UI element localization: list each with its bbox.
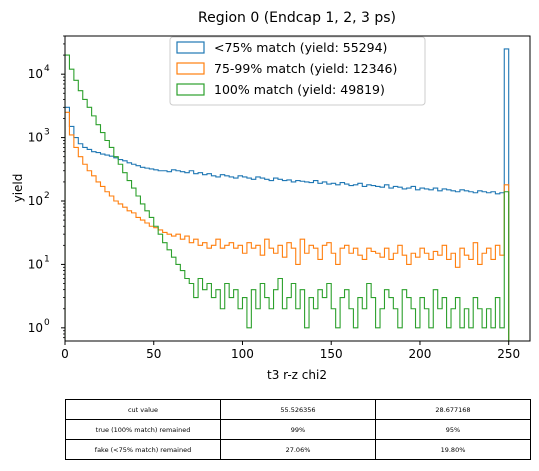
y-tick-label: 10 — [28, 257, 43, 271]
table-cell: 99% — [220, 419, 376, 440]
y-tick-label: 10 — [28, 194, 43, 208]
table-row: true (100% match) remained 99% 95% — [65, 419, 531, 440]
table-cell: 19.80% — [375, 439, 531, 460]
table-cell: fake (<75% match) remained — [65, 439, 221, 460]
table-cell: 95% — [375, 419, 531, 440]
table-cell: 28.677168 — [375, 399, 531, 420]
table-cell: true (100% match) remained — [65, 419, 221, 440]
legend-swatch — [176, 62, 205, 75]
y-tick-label: 10 — [28, 131, 43, 145]
legend-label: <75% match (yield: 55294) — [214, 40, 387, 55]
histogram-series-1 — [65, 48, 510, 341]
x-tick-label: 50 — [146, 347, 161, 361]
x-tick-label: 200 — [409, 347, 432, 361]
x-tick-label: 100 — [231, 347, 254, 361]
table-row: fake (<75% match) remained 27.06% 19.80% — [65, 439, 531, 460]
legend: <75% match (yield: 55294) 75-99% match (y… — [169, 36, 426, 106]
y-tick-exponent: 1 — [44, 254, 50, 264]
legend-swatch — [176, 83, 205, 96]
table-row: cut value 55.526356 28.677168 — [65, 399, 531, 420]
legend-swatch — [176, 41, 205, 54]
table-cell: 27.06% — [220, 439, 376, 460]
y-tick-label: 10 — [28, 321, 43, 335]
x-tick-label: 150 — [320, 347, 343, 361]
plot-frame — [64, 35, 531, 342]
histogram-series-3 — [65, 54, 510, 341]
legend-label: 100% match (yield: 49819) — [214, 82, 385, 97]
x-tick-label: 0 — [61, 347, 69, 361]
legend-box — [169, 36, 426, 106]
chart-title: Region 0 (Endcap 1, 2, 3 ps) — [198, 10, 396, 26]
y-tick-label: 10 — [28, 67, 43, 81]
histogram-series-2 — [65, 111, 510, 341]
x-tick-label: 250 — [497, 347, 520, 361]
y-tick-exponent: 0 — [44, 318, 50, 328]
cut-summary-table: cut value 55.526356 28.677168 true (100%… — [65, 399, 531, 460]
y-tick-exponent: 3 — [44, 128, 50, 138]
legend-label: 75-99% match (yield: 12346) — [214, 61, 397, 76]
x-axis-label: t3 r-z chi2 — [267, 368, 327, 382]
y-tick-exponent: 2 — [44, 191, 50, 201]
y-axis-label: yield — [11, 174, 25, 203]
y-tick-exponent: 4 — [44, 64, 50, 74]
table-cell: cut value — [65, 399, 221, 420]
table-cell: 55.526356 — [220, 399, 376, 420]
